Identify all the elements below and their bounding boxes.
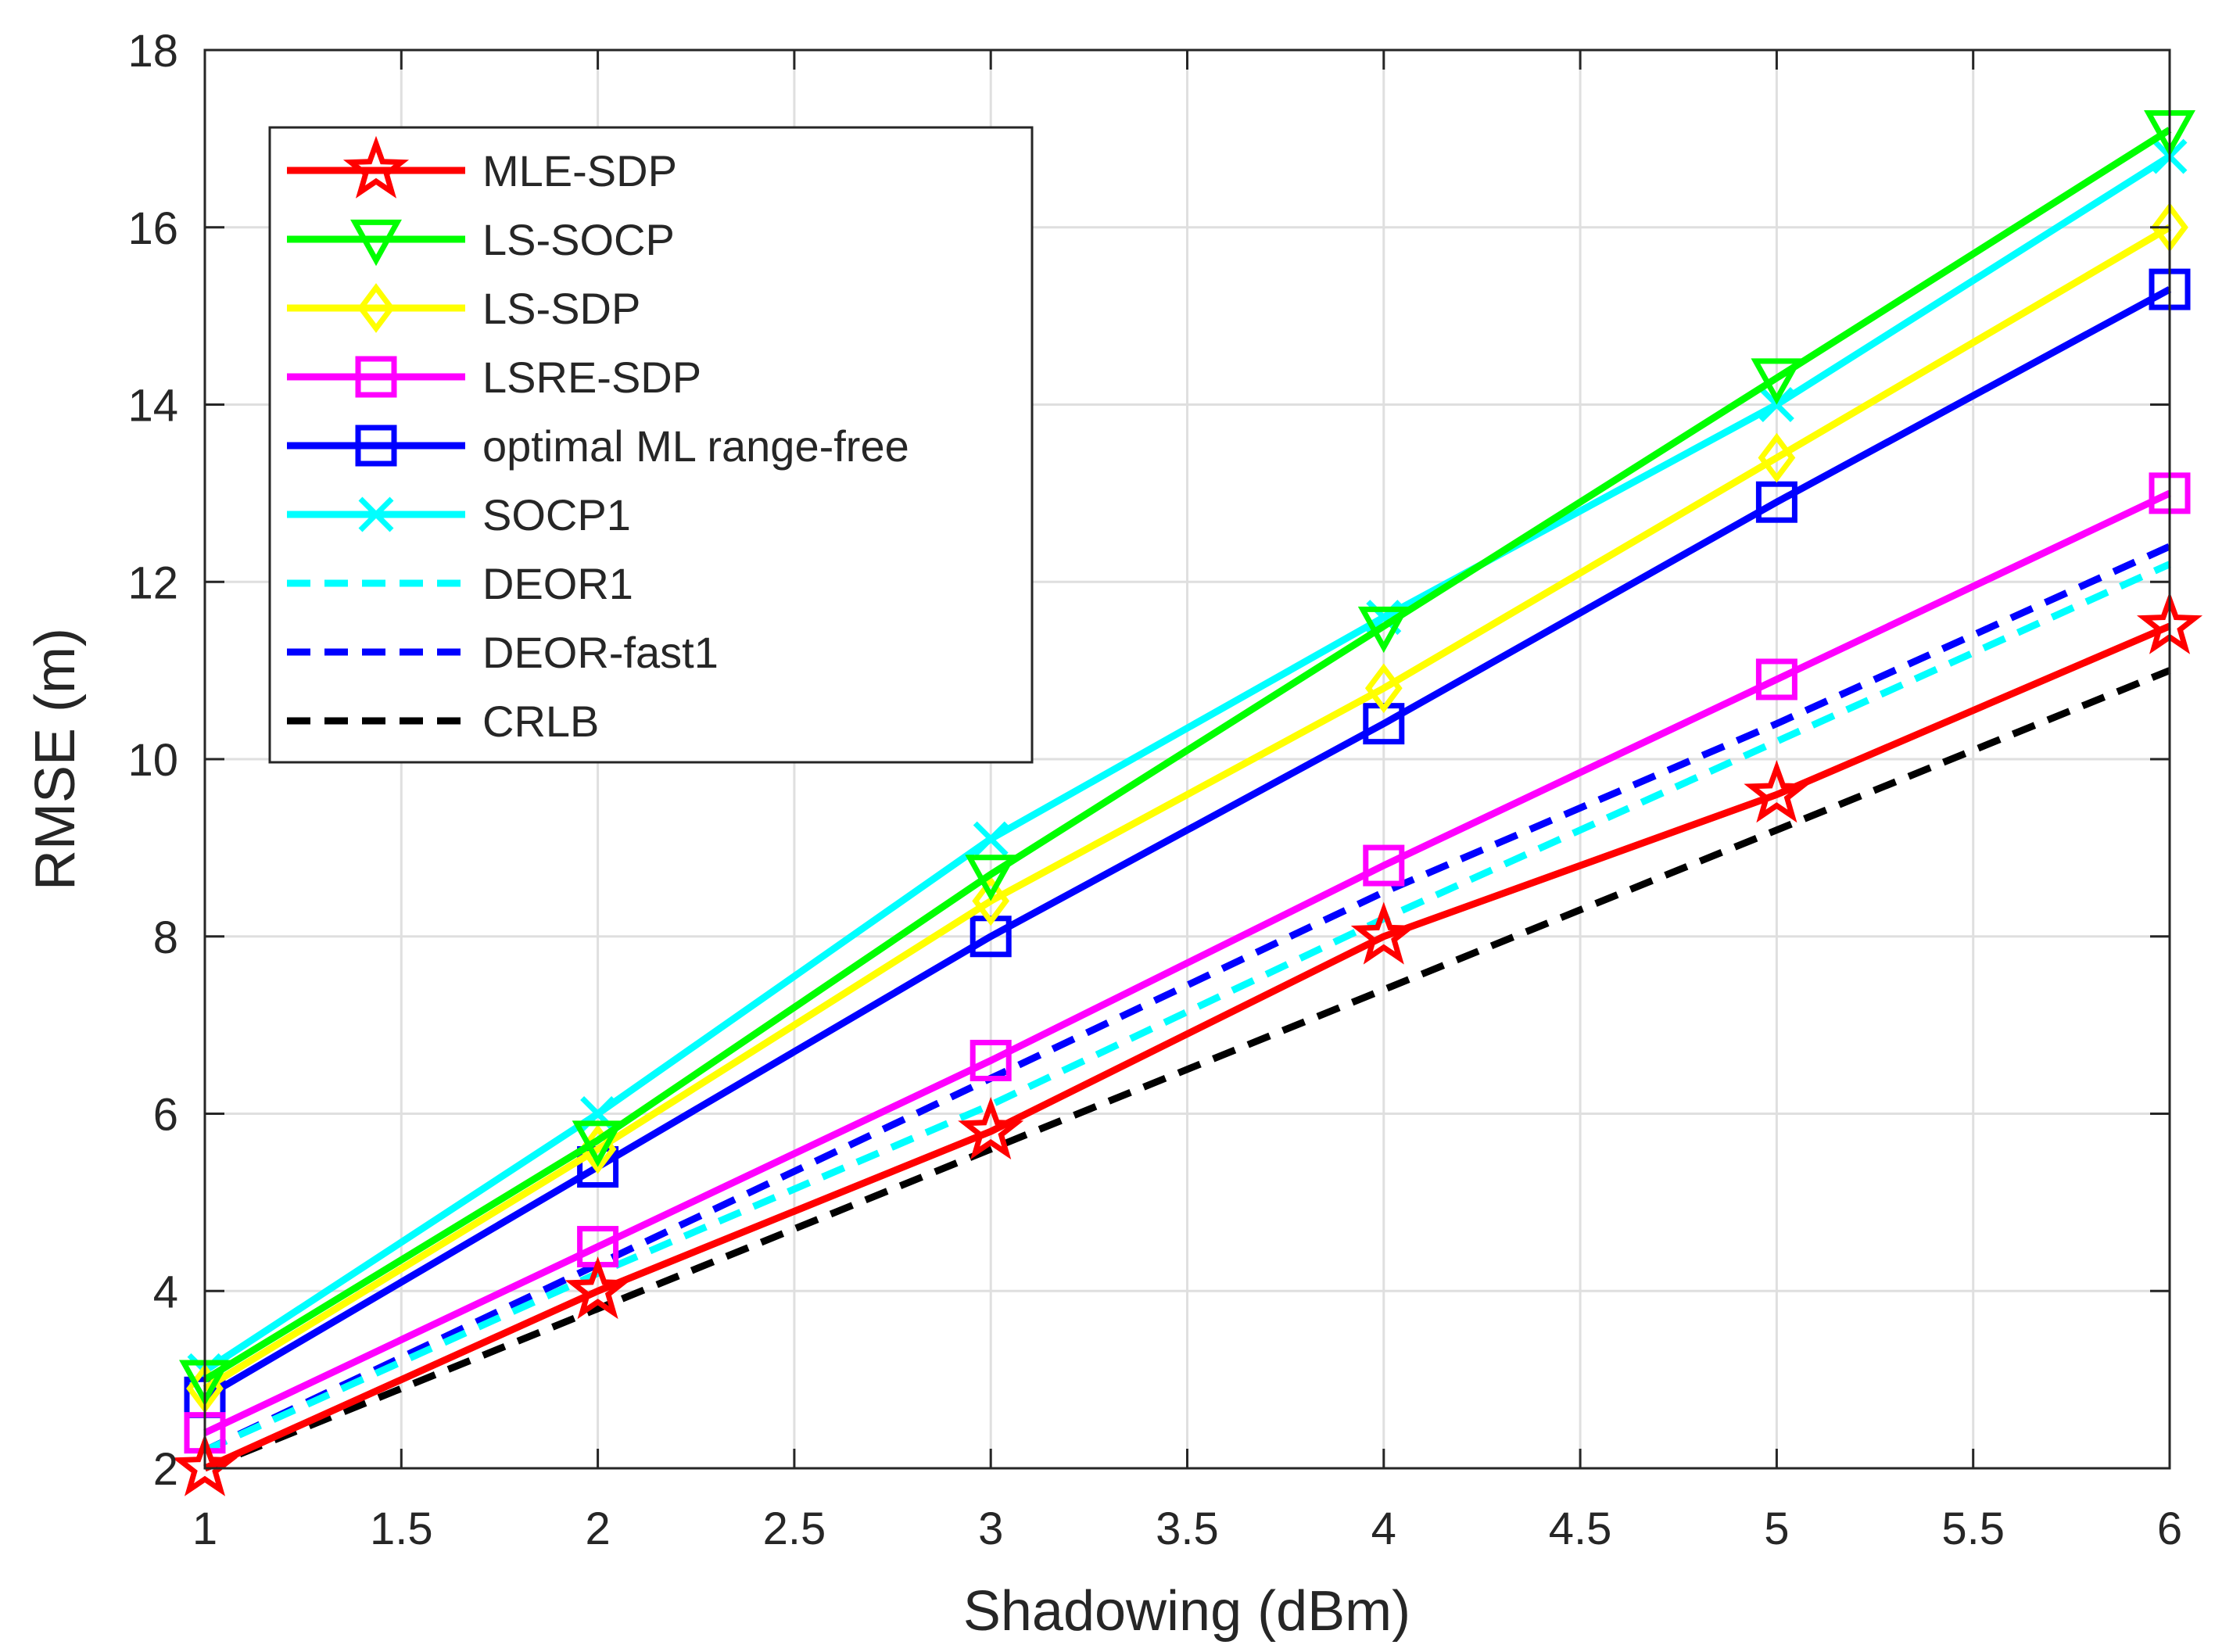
series-crlb [203,667,2171,1472]
y-axis-label: RMSE (m) [24,628,87,891]
legend-entry: CRLB [287,697,599,746]
y-tick-label: 10 [127,735,178,786]
series-line [203,224,2172,1392]
series-line [203,286,2172,1401]
legend: MLE-SDP LS-SOCP LS-SDP LSRE-SDP optimal ML r… [268,126,1034,764]
x-tick-label: 4 [1371,1503,1396,1554]
square-marker [1755,658,1797,701]
star-marker [1350,901,1417,965]
series-ls-socp [179,109,2195,1407]
series-deor1 [203,561,2171,1454]
legend-label: DEOR-fast1 [482,628,719,677]
triangle-down-marker [1357,606,1410,654]
x-marker [973,821,1009,857]
series-line [203,153,2172,1374]
x-tick-label: 5 [1764,1503,1789,1554]
legend-entry: DEOR-fast1 [287,628,719,677]
star-marker [342,135,410,199]
legend-entry: LS-SOCP [287,215,675,267]
axis-ticks: 1 1.5 2 2.5 3 3.5 4 4.5 5 5.5 6 2 4 6 8 10 12 14 16 18 [127,26,2182,1554]
x-marker-stroke [973,821,1009,857]
x-axis-label: Shadowing (dBm) [963,1580,1410,1643]
legend-label: SOCP1 [482,490,631,539]
square-marker [970,1039,1012,1081]
legend-label: LSRE-SDP [482,353,701,402]
series-deor-fast1 [203,543,2171,1454]
x-tick-label: 3.5 [1156,1503,1219,1554]
y-tick-label: 2 [153,1444,178,1495]
square-marker [355,425,397,467]
legend-entry: LSRE-SDP [287,353,701,402]
x-tick-label: 2 [585,1503,610,1554]
series-group [171,109,2203,1496]
x-tick-label: 5.5 [1941,1503,2005,1554]
x-marker-stroke [358,496,394,532]
y-tick-label: 6 [153,1090,178,1141]
square-marker [1363,844,1405,887]
square-marker [355,356,397,398]
star-marker [565,1256,631,1320]
legend-label: DEOR1 [482,559,633,608]
x-tick-label: 4.5 [1549,1503,1612,1554]
diamond-marker [1364,663,1403,714]
x-tick-label: 1 [192,1503,217,1554]
diamond-marker [357,283,395,333]
y-tick-label: 18 [127,26,178,77]
legend-label: LS-SOCP [482,215,675,264]
legend-label: optimal ML range-free [482,421,909,471]
legend-entry: optimal ML range-free [287,421,909,471]
legend-entry: LS-SDP [287,283,640,333]
y-tick-label: 12 [127,557,178,608]
triangle-down-marker [965,855,1017,901]
x-marker [358,496,394,532]
series-line [203,667,2171,1472]
series-line [203,543,2171,1454]
legend-entry: DEOR1 [287,559,633,608]
legend-label: CRLB [482,697,599,746]
y-tick-label: 16 [127,203,178,254]
series-line [203,489,2171,1436]
star-marker [958,1096,1024,1159]
series-line [203,127,2172,1383]
x-tick-label: 3 [978,1503,1003,1554]
triangle-down-marker [1751,358,1803,405]
legend-label: LS-SDP [482,284,640,333]
diamond-marker [1758,432,1796,483]
series-line [203,622,2171,1472]
y-tick-label: 14 [127,381,178,432]
star-marker [1744,760,1810,823]
x-tick-label: 1.5 [370,1503,433,1554]
y-tick-label: 8 [153,912,178,963]
legend-entry: MLE-SDP [287,135,677,199]
triangle-down-marker [572,1120,624,1167]
triangle-down-marker [350,219,402,267]
legend-entry: SOCP1 [287,490,631,539]
diamond-marker [972,876,1010,926]
x-tick-label: 2.5 [763,1503,826,1554]
square-marker [1755,481,1797,523]
x-tick-label: 6 [2157,1503,2182,1554]
star-marker [171,1433,238,1496]
legend-label: MLE-SDP [482,146,677,195]
y-tick-label: 4 [153,1267,178,1317]
series-line [203,561,2171,1454]
